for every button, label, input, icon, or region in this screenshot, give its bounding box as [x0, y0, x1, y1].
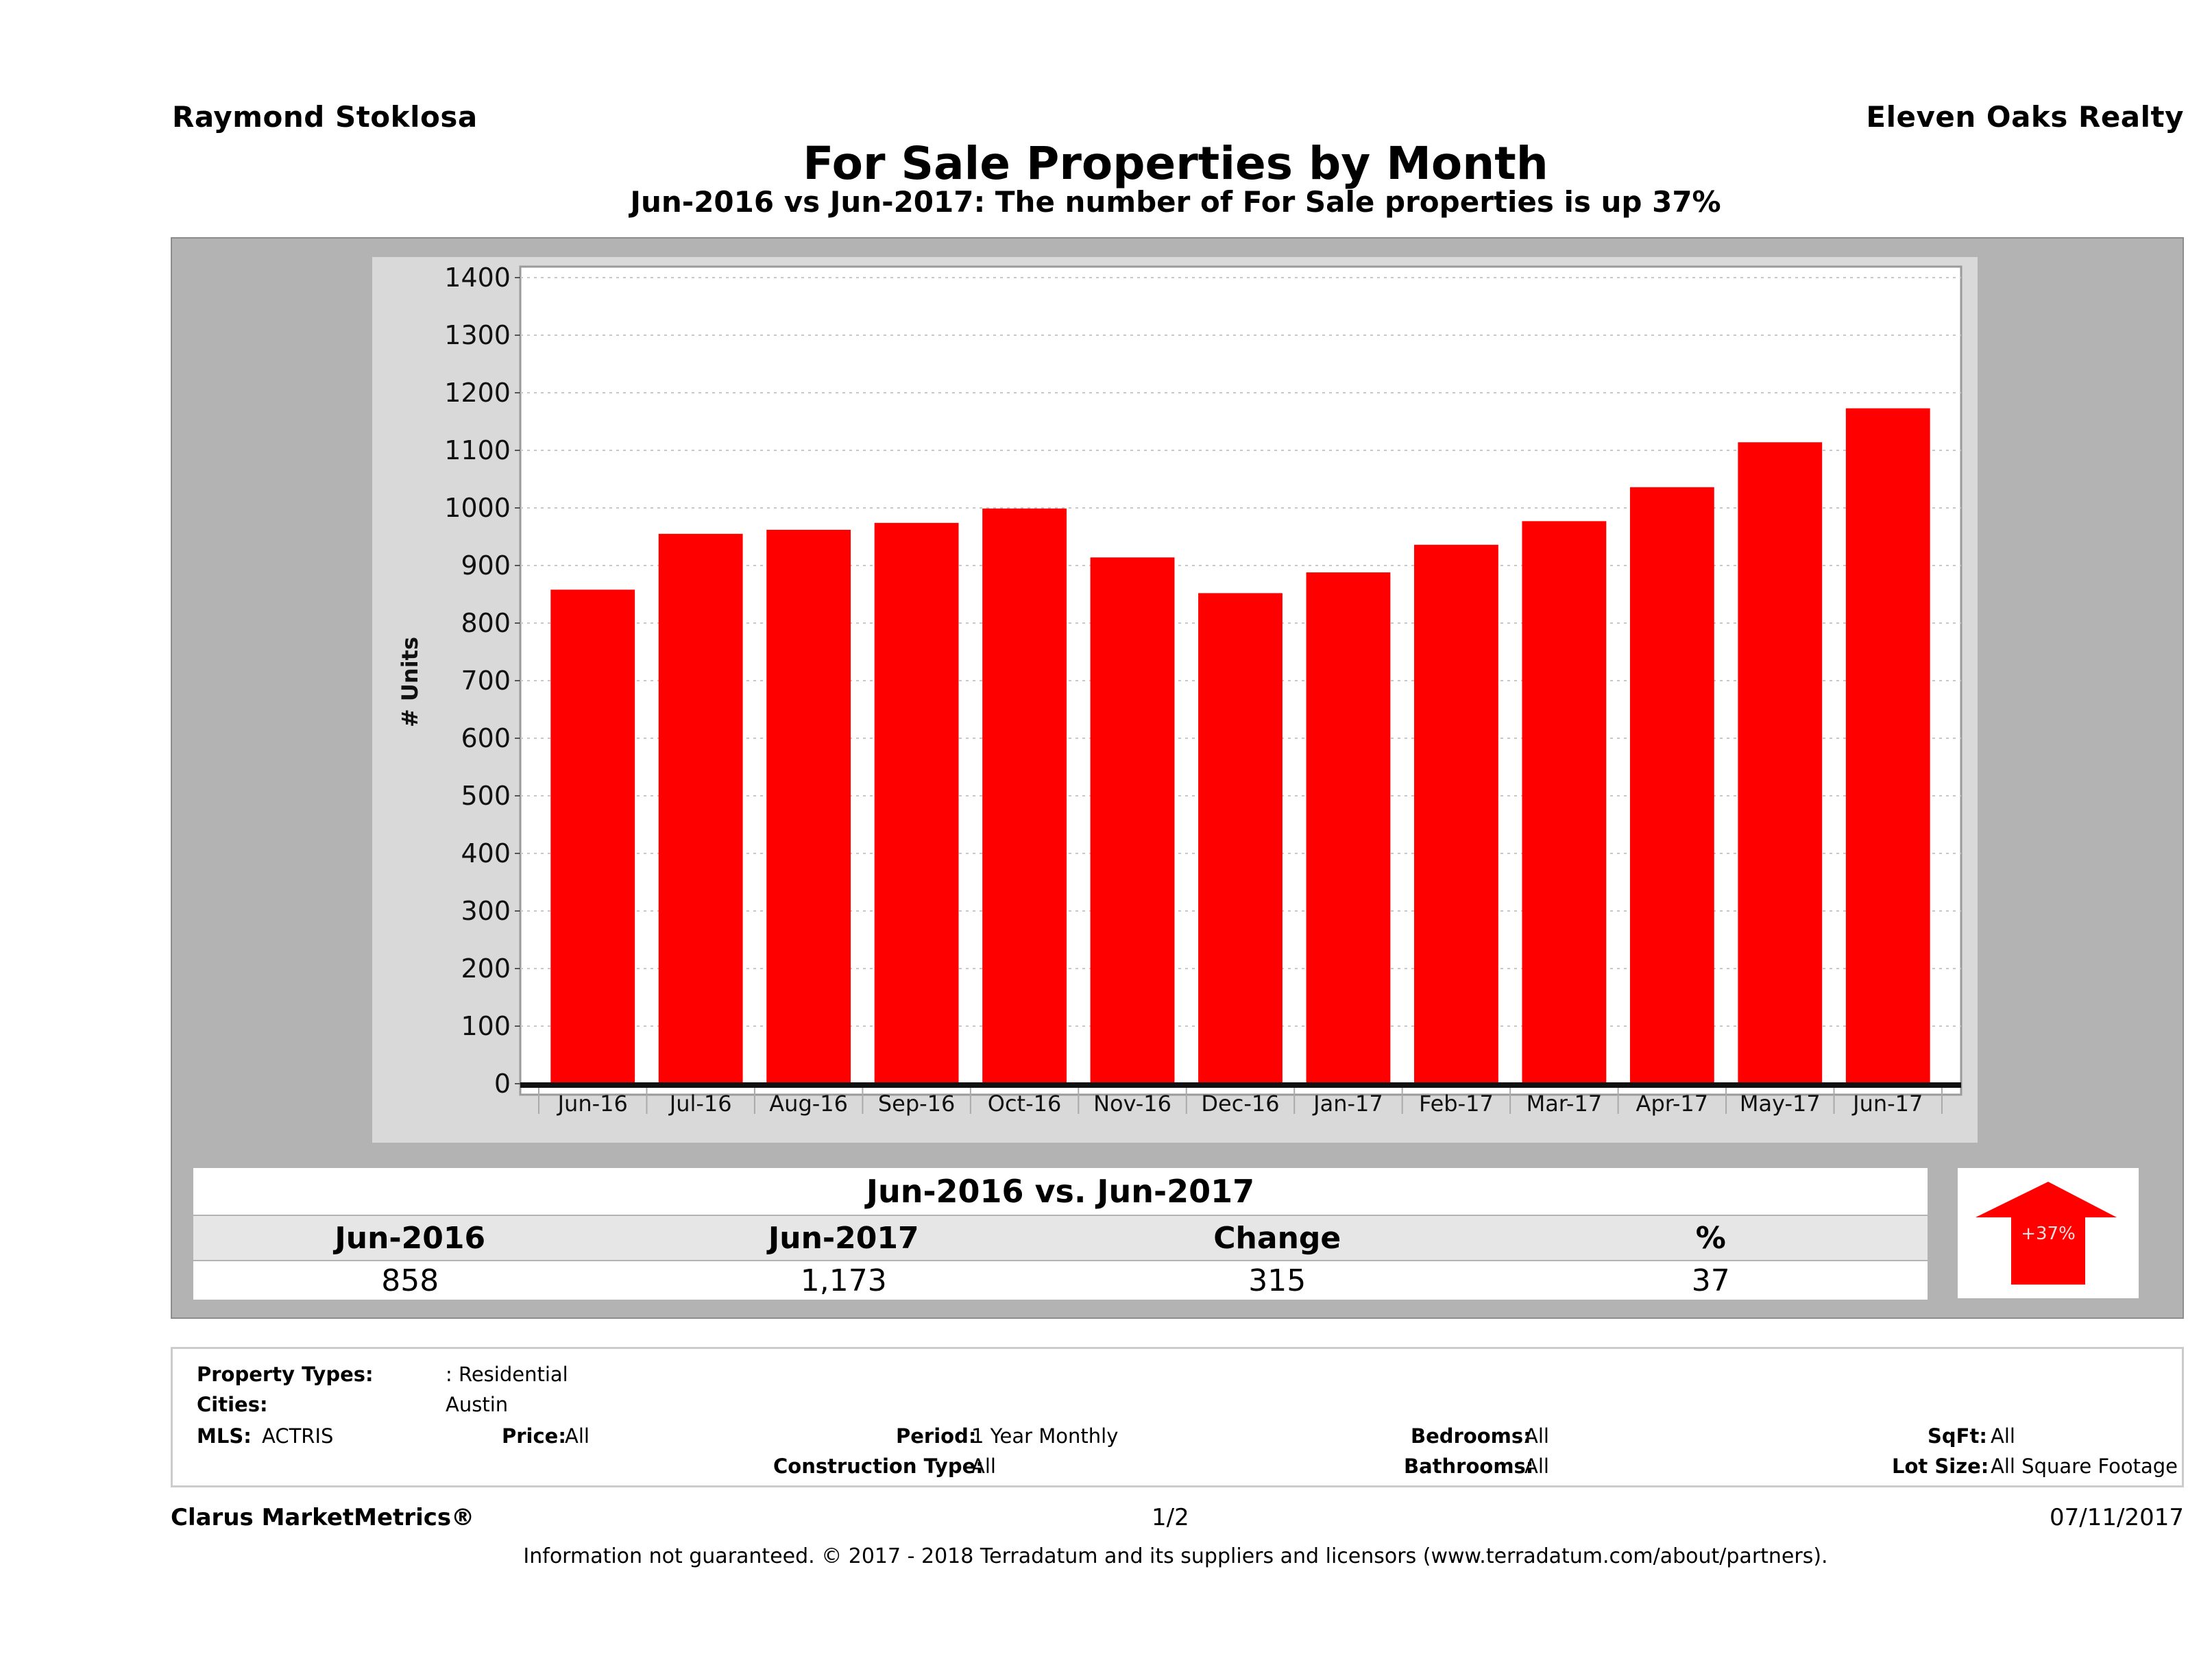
x-tick-label: Jul-16: [668, 1091, 732, 1117]
y-tick-label: 800: [461, 608, 511, 638]
cities-value: Austin: [446, 1393, 509, 1416]
lot-size-label: Lot Size:: [1892, 1455, 1989, 1478]
sqft-label: SqFt:: [1928, 1424, 1987, 1448]
cities-label: Cities:: [197, 1393, 268, 1416]
bedrooms-value: All: [1524, 1424, 1549, 1448]
price-label: Price:: [502, 1424, 566, 1448]
gridlines: [520, 277, 1961, 1027]
agent-name: Raymond Stoklosa: [172, 100, 478, 134]
x-tick-label: Feb-17: [1419, 1091, 1494, 1117]
period-label: Period:: [896, 1424, 977, 1448]
x-tick-label: Aug-16: [769, 1091, 848, 1117]
y-tick-label: 900: [461, 550, 511, 581]
property-types-value: : Residential: [446, 1363, 568, 1386]
summary-label-percent: %: [1695, 1220, 1726, 1256]
construction-type-label: Construction Type:: [773, 1455, 984, 1478]
y-tick-label: 600: [461, 723, 511, 753]
x-tick-label: Jun-16: [557, 1091, 628, 1117]
y-tick-label: 300: [461, 896, 511, 926]
broker-name: Eleven Oaks Realty: [1866, 100, 2184, 134]
footer-brand: Clarus MarketMetrics®: [171, 1504, 475, 1531]
lot-size-value: All Square Footage: [1991, 1455, 2178, 1478]
y-axis-ticks: 0 100 200 300 400 500 600 700 800 900 1000 1100 1200…: [444, 263, 520, 1099]
y-tick-label: 100: [461, 1011, 511, 1041]
up-arrow-icon: +37%: [1976, 1182, 2117, 1285]
property-types-label: Property Types:: [197, 1363, 374, 1386]
bar-may-17: [1738, 442, 1823, 1084]
construction-type-value: All: [971, 1455, 996, 1478]
y-tick-label: 1300: [444, 320, 511, 350]
summary-labels-row: Jun-2016 Jun-2017 Change %: [193, 1216, 1928, 1260]
y-tick-label: 1100: [444, 435, 511, 465]
summary-value-end: 1,173: [800, 1263, 887, 1298]
period-value: 1 Year Monthly: [971, 1424, 1119, 1448]
x-tick-label: Jan-17: [1312, 1091, 1383, 1117]
report-date: 07/11/2017: [2050, 1504, 2184, 1531]
x-tick-label: Nov-16: [1093, 1091, 1171, 1117]
filter-criteria: Property Types: : Residential Cities: Au…: [171, 1347, 2184, 1487]
bar-feb-17: [1414, 544, 1498, 1084]
bars: [550, 408, 1930, 1084]
summary-label-start: Jun-2016: [335, 1220, 486, 1256]
price-value: All: [565, 1424, 590, 1448]
bar-aug-16: [766, 529, 851, 1084]
bar-jun-16: [550, 589, 635, 1084]
change-badge-text: +37%: [2021, 1224, 2076, 1244]
bar-jun-17: [1845, 408, 1930, 1084]
y-tick-label: 1000: [444, 493, 511, 523]
bar-dec-16: [1198, 593, 1283, 1084]
x-axis-ticks: Jun-16 Jul-16 Aug-16 Sep-16 Oct-16 Nov-16 Dec-…: [520, 1082, 1961, 1117]
bar-sep-16: [874, 522, 959, 1084]
y-tick-label: 500: [461, 781, 511, 811]
change-badge: +37%: [1958, 1168, 2139, 1298]
x-tick-label: Apr-17: [1636, 1091, 1709, 1117]
summary-label-change: Change: [1213, 1220, 1341, 1256]
bar-apr-17: [1629, 487, 1714, 1084]
bar-jan-17: [1306, 572, 1391, 1084]
report-subtitle: Jun-2016 vs Jun-2017: The number of For …: [630, 185, 1721, 219]
bathrooms-label: Bathrooms:: [1404, 1455, 1534, 1478]
x-tick-label: Dec-16: [1201, 1091, 1279, 1117]
summary-heading: Jun-2016 vs. Jun-2017: [193, 1168, 1928, 1215]
y-tick-label: 400: [461, 838, 511, 868]
y-tick-label: 200: [461, 953, 511, 984]
bar-chart: 0 100 200 300 400 500 600 700 800 900 1000 1100 1200…: [397, 263, 1962, 1117]
y-tick-label: 700: [461, 666, 511, 696]
y-tick-label: 0: [494, 1069, 511, 1099]
summary-value-change: 315: [1248, 1263, 1306, 1298]
y-axis-label: # Units: [397, 637, 423, 727]
summary-label-end: Jun-2017: [768, 1220, 919, 1256]
bar-oct-16: [982, 508, 1067, 1084]
report-title: For Sale Properties by Month: [803, 137, 1548, 190]
x-tick-label: May-17: [1740, 1091, 1821, 1117]
summary-value-percent: 37: [1691, 1263, 1730, 1298]
mls-label: MLS:: [197, 1424, 252, 1448]
y-tick-label: 1200: [444, 378, 511, 408]
mls-value: ACTRIS: [262, 1424, 334, 1448]
y-tick-label: 1400: [444, 263, 511, 293]
bar-mar-17: [1522, 521, 1607, 1084]
page-number: 1/2: [1152, 1504, 1189, 1531]
bar-nov-16: [1090, 557, 1175, 1084]
summary-values-row: 858 1,173 315 37: [193, 1261, 1928, 1300]
bedrooms-label: Bedrooms:: [1411, 1424, 1531, 1448]
sqft-value: All: [1991, 1424, 2015, 1448]
disclaimer: Information not guaranteed. © 2017 - 201…: [523, 1544, 1828, 1568]
x-tick-label: Jun-17: [1851, 1091, 1923, 1117]
bathrooms-value: All: [1524, 1455, 1549, 1478]
x-tick-label: Sep-16: [878, 1091, 956, 1117]
bar-jul-16: [658, 533, 743, 1084]
x-tick-label: Mar-17: [1527, 1091, 1603, 1117]
summary-value-start: 858: [381, 1263, 439, 1298]
x-tick-label: Oct-16: [988, 1091, 1062, 1117]
